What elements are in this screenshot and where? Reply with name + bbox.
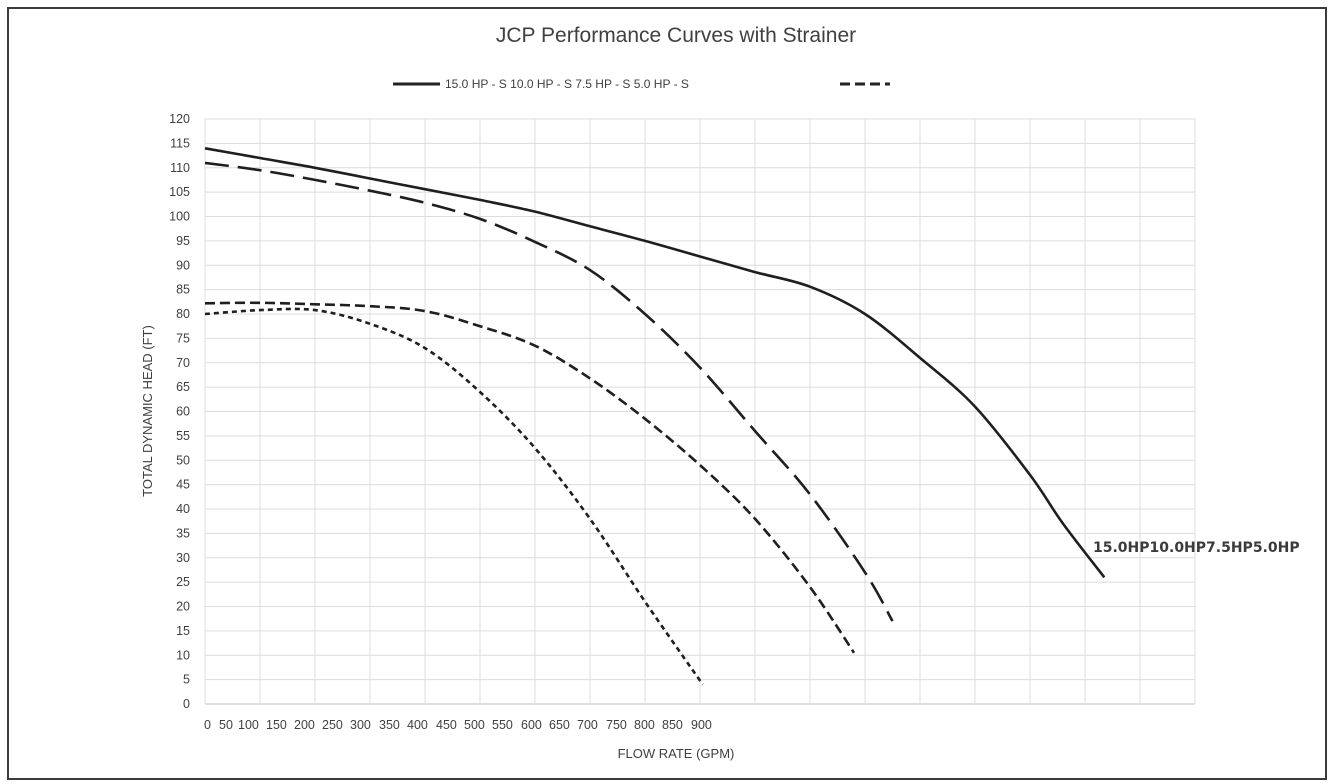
x-axis-label: FLOW RATE (GPM) (618, 746, 735, 761)
legend-text: 15.0 HP - S 10.0 HP - S 7.5 HP - S 5.0 H… (445, 77, 689, 91)
x-tick-label: 450 (436, 718, 457, 732)
y-tick-label: 45 (176, 478, 190, 492)
x-tick-label: 0 (204, 718, 211, 732)
x-tick-label: 600 (521, 718, 542, 732)
x-tick-label: 750 (606, 718, 627, 732)
y-tick-label: 80 (176, 307, 190, 321)
series-line-15-0-hp-s (204, 147, 1106, 579)
y-tick-label: 105 (169, 185, 190, 199)
x-tick-label: 550 (492, 718, 513, 732)
y-tick-label: 20 (176, 600, 190, 614)
x-tick-label: 800 (634, 718, 655, 732)
chart-frame (7, 7, 1327, 780)
x-tick-label: 350 (379, 718, 400, 732)
y-tick-label: 95 (176, 234, 190, 248)
y-tick-label: 10 (176, 648, 190, 662)
x-tick-label: 700 (577, 718, 598, 732)
x-tick-labels: 0 50 100 150 200 250 300 350 400 450 500 550 600 650 7… (204, 718, 712, 732)
y-tick-label: 85 (176, 283, 190, 297)
y-tick-label: 30 (176, 551, 190, 565)
series-curves (204, 147, 1106, 686)
y-tick-label: 55 (176, 429, 190, 443)
chart-title: JCP Performance Curves with Strainer (496, 24, 856, 47)
x-tick-label: 850 (662, 718, 683, 732)
legend: 15.0 HP - S 10.0 HP - S 7.5 HP - S 5.0 H… (393, 77, 890, 91)
y-tick-label: 40 (176, 502, 190, 516)
x-tick-label: 200 (294, 718, 315, 732)
y-tick-label: 5 (183, 673, 190, 687)
y-tick-label: 35 (176, 526, 190, 540)
y-tick-label: 25 (176, 575, 190, 589)
y-axis-label: TOTAL DYNAMIC HEAD (FT) (140, 325, 155, 497)
x-tick-label: 650 (549, 718, 570, 732)
y-tick-label: 110 (170, 161, 190, 175)
plot-grid (204, 118, 1196, 705)
x-tick-label: 300 (350, 718, 371, 732)
y-tick-label: 70 (176, 356, 190, 370)
x-tick-label: 500 (464, 718, 485, 732)
y-tick-label: 50 (176, 453, 190, 467)
y-tick-label: 15 (176, 624, 190, 638)
y-tick-label: 115 (170, 136, 190, 150)
x-tick-label: 400 (407, 718, 428, 732)
y-tick-label: 100 (169, 210, 190, 224)
y-tick-labels: 0 5 10 15 20 25 30 35 40 45 50 55 60 65 70 75 80 85 90 95 10… (169, 112, 190, 711)
series-line-7-5-hp-s (204, 301, 856, 654)
x-tick-label: 150 (266, 718, 287, 732)
x-tick-label: 250 (322, 718, 343, 732)
x-tick-label: 900 (691, 718, 712, 732)
curve-end-labels: 15.0HP10.0HP7.5HP5.0HP (1093, 540, 1300, 556)
x-tick-label: 50 (219, 718, 233, 732)
series-line-10-0-hp-s (204, 161, 894, 622)
y-tick-label: 65 (176, 380, 190, 394)
series-line-5-0-hp-s (204, 307, 704, 686)
y-tick-label: 90 (176, 258, 190, 272)
y-tick-label: 60 (176, 405, 190, 419)
y-tick-label: 75 (176, 331, 190, 345)
x-tick-label: 100 (238, 718, 259, 732)
y-tick-label: 120 (169, 112, 190, 126)
y-tick-label: 0 (183, 697, 190, 711)
